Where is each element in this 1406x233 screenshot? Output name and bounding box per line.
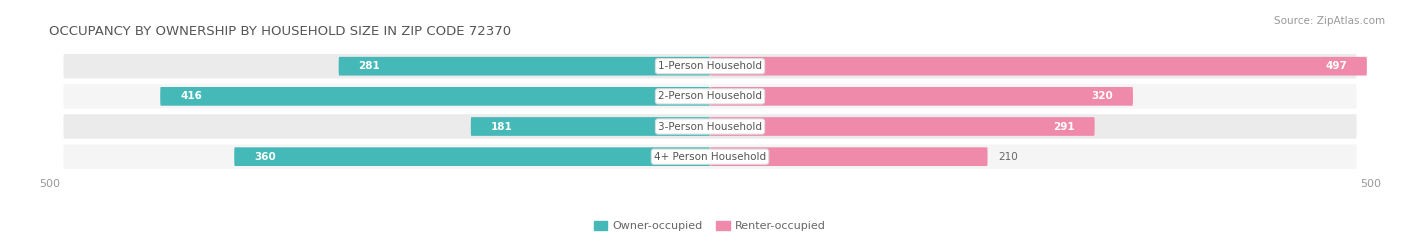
Text: 4+ Person Household: 4+ Person Household: [654, 152, 766, 162]
FancyBboxPatch shape: [710, 147, 987, 166]
Text: OCCUPANCY BY OWNERSHIP BY HOUSEHOLD SIZE IN ZIP CODE 72370: OCCUPANCY BY OWNERSHIP BY HOUSEHOLD SIZE…: [49, 25, 512, 38]
Text: 416: 416: [180, 91, 202, 101]
Text: 3-Person Household: 3-Person Household: [658, 121, 762, 131]
Text: 2-Person Household: 2-Person Household: [658, 91, 762, 101]
FancyBboxPatch shape: [62, 83, 1358, 110]
FancyBboxPatch shape: [710, 117, 1095, 136]
Legend: Owner-occupied, Renter-occupied: Owner-occupied, Renter-occupied: [589, 216, 831, 233]
Text: 210: 210: [998, 152, 1018, 162]
Text: 1-Person Household: 1-Person Household: [658, 61, 762, 71]
Text: 360: 360: [254, 152, 276, 162]
Text: 281: 281: [359, 61, 380, 71]
FancyBboxPatch shape: [62, 113, 1358, 140]
FancyBboxPatch shape: [710, 87, 1133, 106]
Text: 291: 291: [1053, 121, 1074, 131]
FancyBboxPatch shape: [62, 143, 1358, 170]
FancyBboxPatch shape: [160, 87, 710, 106]
FancyBboxPatch shape: [471, 117, 710, 136]
FancyBboxPatch shape: [339, 57, 710, 75]
FancyBboxPatch shape: [710, 57, 1367, 75]
FancyBboxPatch shape: [235, 147, 710, 166]
Text: 181: 181: [491, 121, 512, 131]
Text: 497: 497: [1326, 61, 1347, 71]
FancyBboxPatch shape: [62, 53, 1358, 79]
Text: 320: 320: [1091, 91, 1114, 101]
Text: Source: ZipAtlas.com: Source: ZipAtlas.com: [1274, 16, 1385, 26]
